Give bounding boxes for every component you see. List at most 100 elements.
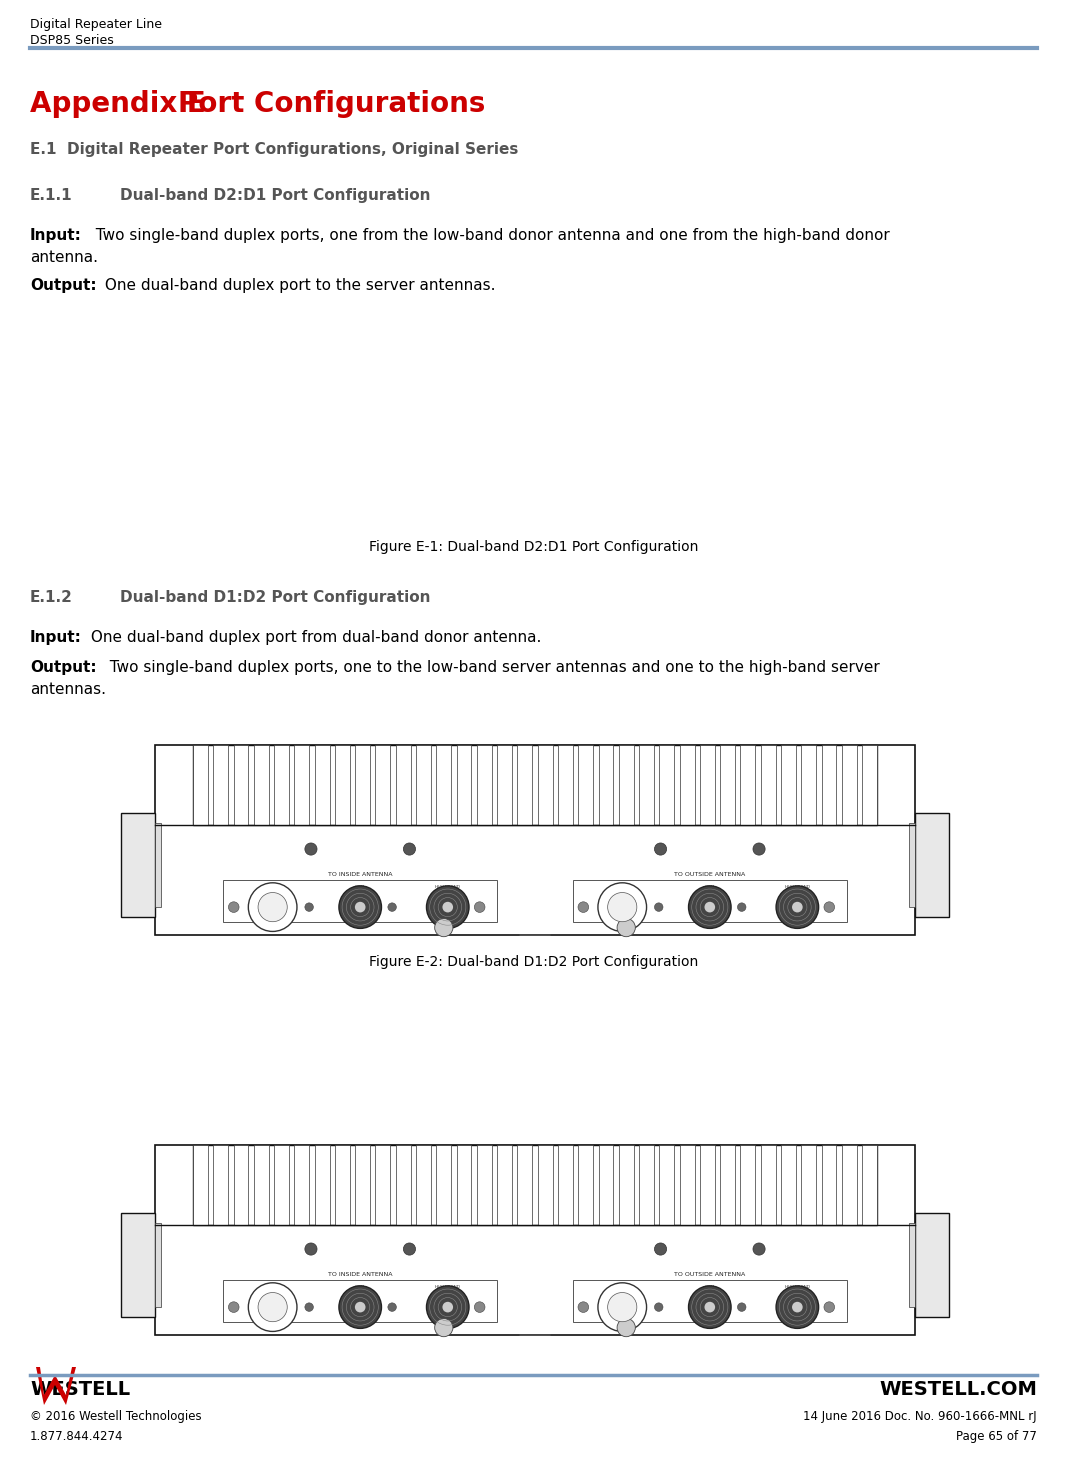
Text: 1.877.844.4274: 1.877.844.4274: [30, 1429, 124, 1443]
Bar: [193, 1145, 877, 1224]
Circle shape: [355, 901, 366, 913]
Bar: [355, 745, 370, 825]
Circle shape: [753, 1243, 765, 1255]
Text: Page 65 of 77: Page 65 of 77: [956, 1429, 1037, 1443]
Circle shape: [598, 1283, 647, 1332]
Text: Input:: Input:: [30, 229, 82, 243]
Bar: [740, 1145, 755, 1224]
Text: One dual-band duplex port to the server antennas.: One dual-band duplex port to the server …: [100, 277, 495, 294]
Circle shape: [617, 919, 635, 937]
Bar: [909, 823, 915, 907]
Bar: [416, 1145, 431, 1224]
Bar: [619, 745, 634, 825]
Circle shape: [654, 1243, 667, 1255]
Text: LOW BAND: LOW BAND: [260, 1285, 285, 1289]
Text: Dual-band D2:D1 Port Configuration: Dual-band D2:D1 Port Configuration: [120, 187, 430, 204]
Circle shape: [434, 1319, 452, 1336]
Circle shape: [654, 903, 663, 912]
Bar: [578, 1145, 593, 1224]
Bar: [915, 813, 950, 917]
Circle shape: [617, 1319, 635, 1336]
Circle shape: [753, 844, 765, 856]
Circle shape: [305, 844, 317, 856]
Circle shape: [305, 1243, 317, 1255]
Bar: [578, 745, 593, 825]
Circle shape: [824, 1302, 834, 1313]
Circle shape: [339, 886, 382, 928]
Bar: [457, 745, 472, 825]
Bar: [573, 1280, 846, 1322]
Text: Appendix E: Appendix E: [30, 90, 206, 118]
Bar: [274, 1145, 289, 1224]
Circle shape: [704, 1302, 715, 1313]
Bar: [761, 745, 776, 825]
Circle shape: [258, 1292, 287, 1322]
Bar: [294, 1145, 309, 1224]
Bar: [213, 1145, 228, 1224]
Text: antenna.: antenna.: [30, 249, 98, 266]
Bar: [909, 1223, 915, 1307]
Bar: [862, 1145, 877, 1224]
Circle shape: [654, 844, 667, 856]
Bar: [234, 745, 249, 825]
Circle shape: [688, 886, 731, 928]
Circle shape: [228, 901, 239, 913]
Circle shape: [688, 1286, 731, 1329]
Text: © 2016 Westell Technologies: © 2016 Westell Technologies: [30, 1410, 202, 1423]
Bar: [497, 745, 512, 825]
Bar: [254, 745, 269, 825]
Circle shape: [598, 884, 647, 931]
Circle shape: [776, 1286, 818, 1329]
Text: E.1.2: E.1.2: [30, 590, 73, 605]
Bar: [915, 1212, 950, 1317]
Bar: [822, 745, 837, 825]
Text: LOW BAND: LOW BAND: [610, 885, 634, 889]
Bar: [376, 745, 391, 825]
Text: COM: COM: [355, 1285, 365, 1289]
Circle shape: [607, 892, 637, 922]
Bar: [801, 745, 816, 825]
Bar: [680, 745, 695, 825]
Text: Digital Repeater Line: Digital Repeater Line: [30, 18, 162, 31]
Text: Two single-band duplex ports, one to the low-band server antennas and one to the: Two single-band duplex ports, one to the…: [100, 659, 880, 676]
Bar: [315, 745, 330, 825]
Text: Figure E-1: Dual-band D2:D1 Port Configuration: Figure E-1: Dual-band D2:D1 Port Configu…: [369, 540, 698, 555]
Bar: [659, 745, 674, 825]
Bar: [396, 1145, 411, 1224]
Circle shape: [249, 1283, 297, 1332]
Circle shape: [403, 844, 415, 856]
Circle shape: [776, 886, 818, 928]
Bar: [274, 745, 289, 825]
Circle shape: [737, 903, 746, 912]
Bar: [862, 745, 877, 825]
Bar: [558, 745, 573, 825]
Bar: [720, 745, 735, 825]
Bar: [416, 745, 431, 825]
Bar: [700, 745, 715, 825]
Bar: [822, 1145, 837, 1224]
Circle shape: [792, 901, 802, 913]
Bar: [599, 745, 614, 825]
Text: DSP85 Series: DSP85 Series: [30, 34, 114, 47]
Bar: [720, 1145, 735, 1224]
Bar: [573, 881, 846, 922]
Text: LOW BAND: LOW BAND: [260, 885, 285, 889]
Bar: [659, 1145, 674, 1224]
Circle shape: [305, 1302, 314, 1311]
Bar: [335, 745, 350, 825]
Bar: [477, 745, 492, 825]
Text: WESTELL: WESTELL: [30, 1381, 130, 1398]
Text: TO INSIDE ANTENNA: TO INSIDE ANTENNA: [328, 872, 393, 876]
Circle shape: [704, 901, 715, 913]
Circle shape: [737, 1302, 746, 1311]
Polygon shape: [36, 1367, 76, 1406]
Text: TO INSIDE ANTENNA: TO INSIDE ANTENNA: [328, 1271, 393, 1276]
Text: Output:: Output:: [30, 277, 97, 294]
Text: antennas.: antennas.: [30, 681, 106, 698]
Bar: [223, 881, 497, 922]
Bar: [497, 1145, 512, 1224]
Bar: [193, 745, 208, 825]
Bar: [254, 1145, 269, 1224]
Text: E.1.1: E.1.1: [30, 187, 73, 204]
Bar: [740, 745, 755, 825]
